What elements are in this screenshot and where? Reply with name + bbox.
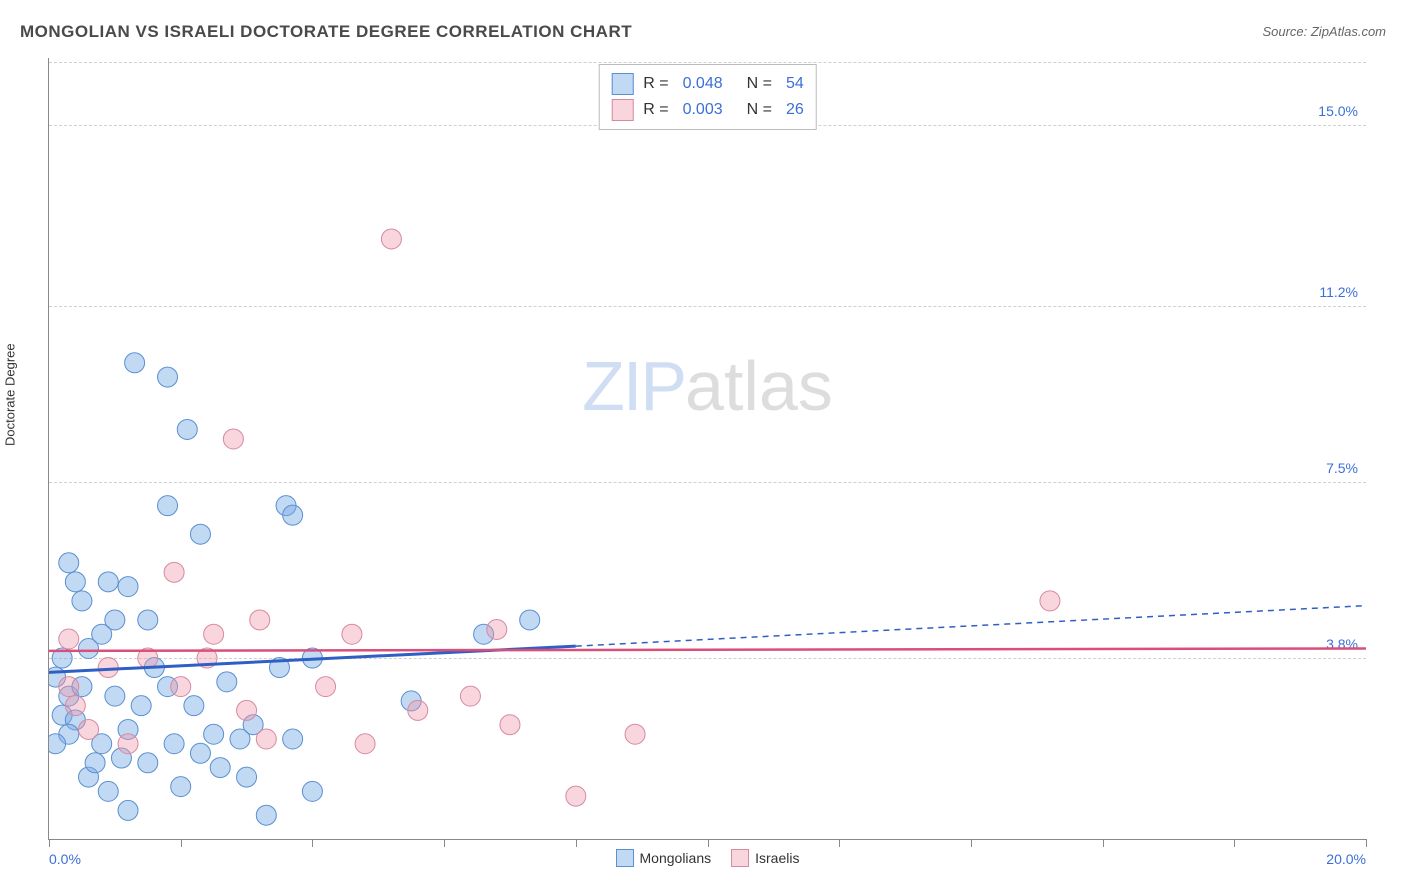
chart-title: MONGOLIAN VS ISRAELI DOCTORATE DEGREE CO… xyxy=(20,22,632,42)
data-point xyxy=(316,677,336,697)
data-point xyxy=(217,672,237,692)
data-point xyxy=(1040,591,1060,611)
data-point xyxy=(118,734,138,754)
x-axis-min-label: 0.0% xyxy=(49,851,81,867)
data-point xyxy=(59,677,79,697)
scatter-points-layer xyxy=(49,58,1366,839)
series-legend: Mongolians Israelis xyxy=(616,849,800,867)
data-point xyxy=(138,753,158,773)
data-point xyxy=(500,715,520,735)
legend-swatch xyxy=(611,99,633,121)
data-point xyxy=(49,734,66,754)
data-point xyxy=(566,786,586,806)
r-label: R = xyxy=(643,75,668,93)
data-point xyxy=(158,496,178,516)
data-point xyxy=(342,624,362,644)
data-point xyxy=(65,696,85,716)
x-axis-max-label: 20.0% xyxy=(1326,851,1366,867)
data-point xyxy=(283,505,303,525)
data-point xyxy=(237,700,257,720)
legend-row: R = 0.048 N = 54 xyxy=(611,71,804,97)
x-tick xyxy=(576,839,577,847)
data-point xyxy=(118,577,138,597)
n-label: N = xyxy=(747,101,772,119)
data-point xyxy=(197,648,217,668)
data-point xyxy=(283,729,303,749)
source-attribution: Source: ZipAtlas.com xyxy=(1262,24,1386,39)
data-point xyxy=(98,658,118,678)
legend-item: Israelis xyxy=(731,849,799,867)
legend-swatch xyxy=(731,849,749,867)
data-point xyxy=(302,781,322,801)
data-point xyxy=(256,805,276,825)
data-point xyxy=(204,724,224,744)
n-label: N = xyxy=(747,75,772,93)
data-point xyxy=(59,553,79,573)
data-point xyxy=(269,658,289,678)
legend-label: Israelis xyxy=(755,850,799,866)
data-point xyxy=(250,610,270,630)
data-point xyxy=(131,696,151,716)
data-point xyxy=(625,724,645,744)
data-point xyxy=(85,753,105,773)
x-tick xyxy=(312,839,313,847)
n-value: 26 xyxy=(786,101,804,119)
x-tick xyxy=(181,839,182,847)
correlation-legend: R = 0.048 N = 54 R = 0.003 N = 26 xyxy=(598,64,817,130)
data-point xyxy=(164,734,184,754)
data-point xyxy=(98,781,118,801)
data-point xyxy=(158,367,178,387)
plot-area: ZIPatlas R =0.048N =54R =0.003N =26 Mong… xyxy=(48,58,1366,840)
n-value: 54 xyxy=(786,75,804,93)
data-point xyxy=(164,562,184,582)
x-tick xyxy=(49,839,50,847)
data-point xyxy=(171,777,191,797)
data-point xyxy=(118,800,138,820)
data-point xyxy=(381,229,401,249)
legend-swatch xyxy=(616,849,634,867)
data-point xyxy=(72,591,92,611)
legend-row: R = 0.003 N = 26 xyxy=(611,97,804,123)
data-point xyxy=(408,700,428,720)
data-point xyxy=(210,758,230,778)
data-point xyxy=(138,648,158,668)
x-tick xyxy=(1234,839,1235,847)
data-point xyxy=(171,677,191,697)
data-point xyxy=(177,419,197,439)
data-point xyxy=(138,610,158,630)
data-point xyxy=(79,719,99,739)
data-point xyxy=(460,686,480,706)
data-point xyxy=(204,624,224,644)
data-point xyxy=(98,572,118,592)
data-point xyxy=(105,686,125,706)
legend-swatch xyxy=(611,73,633,95)
data-point xyxy=(59,629,79,649)
r-label: R = xyxy=(643,101,668,119)
x-tick xyxy=(1366,839,1367,847)
data-point xyxy=(52,648,72,668)
legend-item: Mongolians xyxy=(616,849,712,867)
data-point xyxy=(520,610,540,630)
data-point xyxy=(184,696,204,716)
r-value: 0.003 xyxy=(683,101,723,119)
data-point xyxy=(223,429,243,449)
data-point xyxy=(302,648,322,668)
data-point xyxy=(256,729,276,749)
legend-label: Mongolians xyxy=(640,850,712,866)
data-point xyxy=(125,353,145,373)
data-point xyxy=(237,767,257,787)
x-tick xyxy=(839,839,840,847)
x-tick xyxy=(971,839,972,847)
data-point xyxy=(105,610,125,630)
x-tick xyxy=(708,839,709,847)
data-point xyxy=(487,619,507,639)
x-tick xyxy=(1103,839,1104,847)
r-value: 0.048 xyxy=(683,75,723,93)
data-point xyxy=(355,734,375,754)
data-point xyxy=(190,524,210,544)
x-tick xyxy=(444,839,445,847)
data-point xyxy=(65,572,85,592)
y-axis-label: Doctorate Degree xyxy=(3,343,18,446)
data-point xyxy=(190,743,210,763)
